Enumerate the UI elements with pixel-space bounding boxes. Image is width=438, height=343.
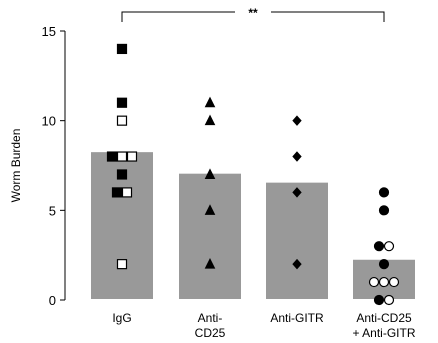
significance-label: **: [248, 6, 258, 20]
y-tick-label-15: 15: [42, 24, 56, 39]
bar-2: [264, 180, 330, 301]
data-point-3-4: [378, 259, 390, 270]
bar-1: [177, 171, 243, 302]
data-point-0-4: [116, 151, 128, 162]
data-point-0-2: [116, 115, 128, 126]
data-point-2-2: [292, 187, 302, 198]
data-point-0-7: [111, 187, 123, 198]
data-point-2-1: [292, 151, 302, 162]
category-label-2: Anti-GITR: [270, 311, 324, 325]
data-point-0-9: [116, 259, 128, 270]
data-point-0-8: [121, 187, 133, 198]
data-point-3-5: [368, 276, 380, 288]
data-point-1-2: [204, 168, 216, 179]
y-tick-label-5: 5: [49, 203, 56, 218]
data-point-3-9: [383, 294, 395, 306]
data-point-3-3: [383, 241, 395, 252]
data-point-0-5: [126, 151, 138, 162]
data-point-0-3: [106, 151, 118, 162]
data-point-0-1: [116, 97, 128, 108]
significance-bracket-left: [121, 11, 235, 22]
data-point-3-6: [378, 276, 390, 288]
data-point-0-6: [116, 169, 128, 180]
significance-bracket-right: [271, 11, 385, 22]
data-point-2-0: [292, 115, 302, 126]
data-point-3-0: [378, 187, 390, 198]
y-axis-label: Worm Burden: [9, 129, 23, 203]
data-point-1-4: [204, 258, 216, 269]
data-point-0-0: [116, 43, 128, 55]
data-point-3-2: [373, 241, 385, 252]
category-label-1: Anti-CD25: [195, 311, 226, 340]
y-tick-label-10: 10: [42, 114, 56, 129]
category-label-0: IgG: [112, 311, 131, 325]
data-point-2-3: [292, 258, 302, 270]
data-point-3-7: [388, 276, 400, 288]
data-point-1-1: [204, 114, 216, 126]
data-point-3-8: [373, 294, 385, 306]
category-label-3: Anti-CD25 + Anti-GITR: [352, 311, 415, 340]
data-point-1-0: [204, 96, 216, 108]
data-point-1-3: [204, 204, 216, 215]
data-point-3-1: [378, 205, 390, 216]
y-tick-label-0: 0: [49, 293, 56, 308]
